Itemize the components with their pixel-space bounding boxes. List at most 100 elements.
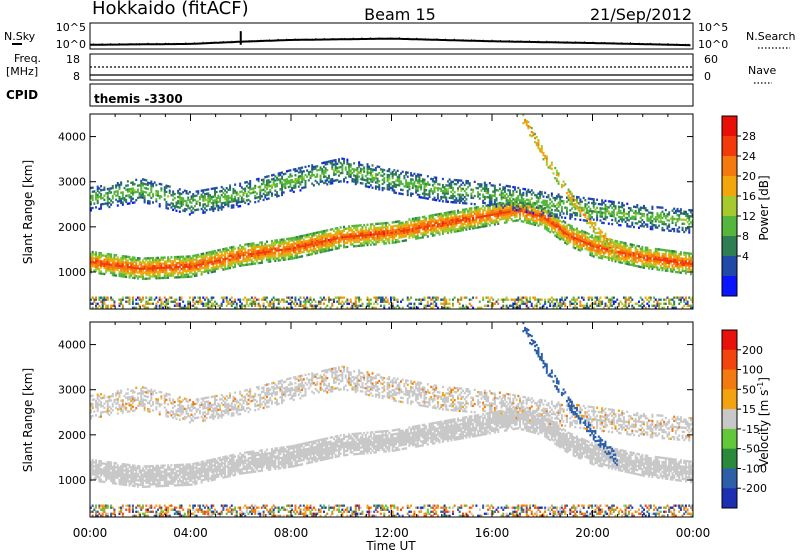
power-cell — [201, 273, 203, 275]
power-cell — [388, 178, 390, 180]
power-cell — [294, 186, 296, 188]
power-cell — [226, 297, 228, 299]
power-cell — [103, 303, 105, 305]
power-cell — [516, 213, 518, 215]
power-cell — [169, 192, 171, 194]
power-cell — [410, 172, 412, 174]
power-cell — [353, 162, 355, 164]
power-cell — [427, 181, 429, 183]
power-cell — [427, 175, 429, 177]
power-cell — [425, 217, 427, 219]
power-cell — [491, 198, 493, 200]
power-cell — [558, 217, 560, 219]
power-cell — [134, 201, 136, 203]
power-cell — [100, 185, 102, 187]
power-cell — [350, 163, 352, 165]
power-cell — [551, 195, 553, 197]
power-cell — [576, 227, 578, 229]
power-cell — [418, 229, 420, 231]
power-cell — [519, 305, 521, 307]
power-cell — [144, 201, 146, 203]
power-cell — [248, 305, 250, 307]
power-cell — [254, 187, 256, 189]
power-cell — [263, 199, 265, 201]
power-cell — [442, 200, 444, 202]
power-cell — [328, 301, 330, 303]
power-cell — [152, 195, 154, 197]
power-cell — [536, 303, 538, 305]
power-cell — [197, 192, 199, 194]
power-cell — [115, 254, 117, 256]
power-cell — [470, 207, 472, 209]
power-cell — [308, 165, 310, 167]
power-cell — [397, 305, 399, 307]
power-cell — [145, 179, 147, 181]
power-cell — [155, 200, 157, 202]
power-cell — [338, 174, 340, 176]
power-cell — [388, 176, 390, 178]
power-cell — [159, 205, 161, 207]
power-cell — [556, 301, 558, 303]
power-cell — [231, 305, 233, 307]
power-cell — [160, 301, 162, 303]
power-cell — [340, 303, 342, 305]
power-cell — [336, 163, 338, 165]
power-cell — [460, 297, 462, 299]
power-cell — [413, 305, 415, 307]
power-cell — [427, 303, 429, 305]
power-cell — [529, 299, 531, 301]
power-cell — [452, 299, 454, 301]
power-cell — [459, 303, 461, 305]
power-cell — [276, 183, 278, 185]
power-cell — [367, 163, 369, 165]
power-cell — [113, 303, 115, 305]
power-cell — [361, 226, 363, 228]
power-cell — [405, 179, 407, 181]
power-cell — [254, 301, 256, 303]
power-cell — [274, 252, 276, 254]
power-cell — [338, 247, 340, 249]
power-cell — [226, 299, 228, 301]
power-cell — [97, 202, 99, 204]
power-cell — [202, 297, 204, 299]
power-cell — [199, 198, 201, 200]
power-cell — [315, 301, 317, 303]
power-cell — [122, 201, 124, 203]
power-cell — [465, 297, 467, 299]
power-cell — [400, 180, 402, 182]
power-cell — [214, 193, 216, 195]
power-cell — [496, 301, 498, 303]
power-cell — [112, 201, 114, 203]
power-cell — [159, 273, 161, 275]
power-cell — [258, 178, 260, 180]
power-cell — [346, 242, 348, 244]
power-cell — [174, 301, 176, 303]
power-cell — [306, 176, 308, 178]
power-cell — [249, 180, 251, 182]
power-cell — [207, 203, 209, 205]
power-cell — [301, 166, 303, 168]
power-cell — [204, 195, 206, 197]
power-cell — [150, 191, 152, 193]
power-cell — [199, 297, 201, 299]
power-cell — [341, 301, 343, 303]
power-cell — [541, 299, 543, 301]
power-cell — [97, 303, 99, 305]
power-cell — [129, 299, 131, 301]
power-cell — [502, 301, 504, 303]
freq-label-bottom: [MHz] — [6, 65, 38, 78]
power-cell — [338, 158, 340, 160]
power-cell — [147, 188, 149, 190]
power-cell — [546, 157, 548, 159]
power-cell — [385, 242, 387, 244]
power-cell — [539, 303, 541, 305]
power-cell — [112, 195, 114, 197]
power-cell — [470, 195, 472, 197]
power-cell — [122, 193, 124, 195]
power-cell — [167, 303, 169, 305]
power-cell — [239, 256, 241, 258]
power-cell — [284, 258, 286, 260]
power-cell — [320, 297, 322, 299]
power-cell — [254, 262, 256, 264]
